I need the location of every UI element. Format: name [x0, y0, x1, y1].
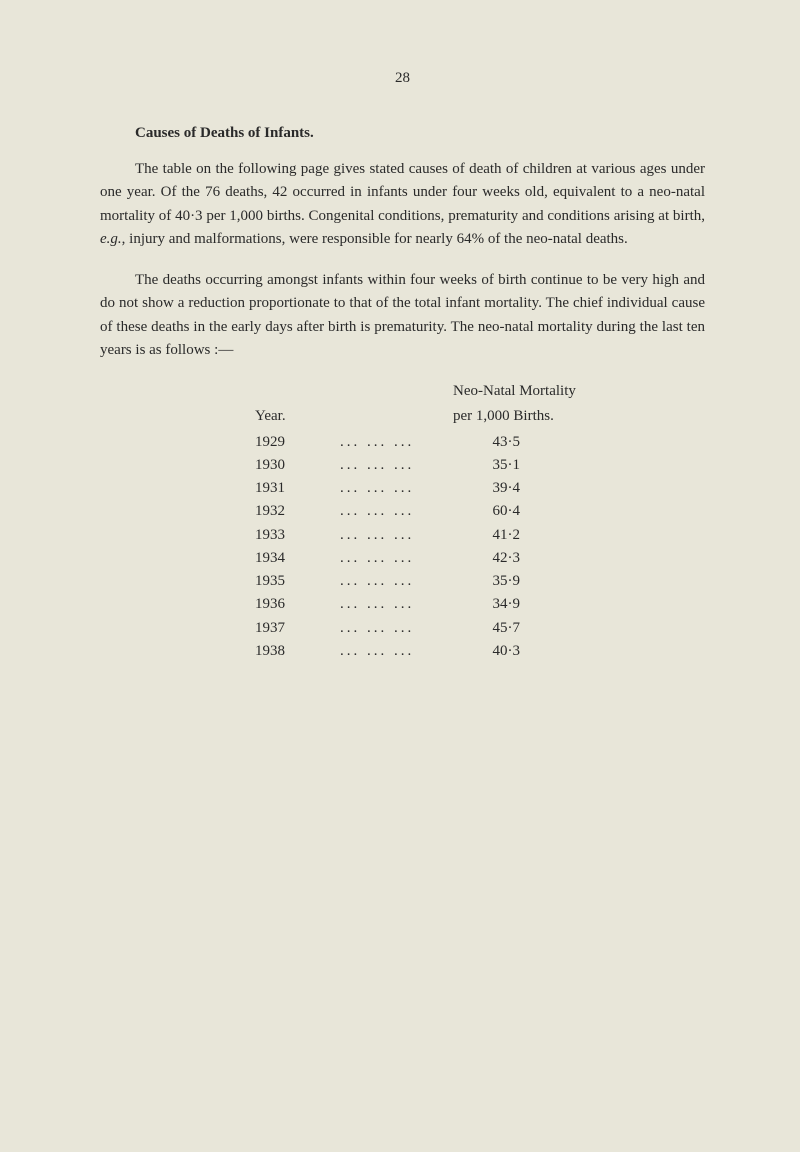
row-dots: ... ... ... — [315, 454, 460, 477]
row-year: 1936 — [255, 593, 315, 616]
table-row: 1932... ... ...60·4 — [255, 500, 705, 523]
row-year: 1937 — [255, 617, 315, 640]
table-header: Neo-Natal Mortality — [255, 380, 705, 403]
row-year: 1929 — [255, 431, 315, 454]
table-row: 1936... ... ...34·9 — [255, 593, 705, 616]
page-number: 28 — [100, 70, 705, 87]
row-dots: ... ... ... — [315, 547, 460, 570]
table-row: 1933... ... ...41·2 — [255, 524, 705, 547]
row-value: 43·5 — [460, 431, 520, 454]
row-value: 34·9 — [460, 593, 520, 616]
row-dots: ... ... ... — [315, 500, 460, 523]
row-value: 40·3 — [460, 640, 520, 663]
row-year: 1931 — [255, 477, 315, 500]
row-dots: ... ... ... — [315, 431, 460, 454]
header-mortality-line1: Neo-Natal Mortality — [453, 380, 576, 403]
table-header-2: Year. per 1,000 Births. — [255, 405, 705, 428]
table-row: 1929... ... ...43·5 — [255, 431, 705, 454]
row-dots: ... ... ... — [315, 593, 460, 616]
row-dots: ... ... ... — [315, 524, 460, 547]
paragraph-2: The deaths occurring amongst infants wit… — [100, 269, 705, 362]
table-row: 1935... ... ...35·9 — [255, 570, 705, 593]
header-mortality-line2: per 1,000 Births. — [453, 405, 554, 428]
row-value: 42·3 — [460, 547, 520, 570]
row-value: 60·4 — [460, 500, 520, 523]
row-year: 1934 — [255, 547, 315, 570]
row-dots: ... ... ... — [315, 570, 460, 593]
section-title: Causes of Deaths of Infants. — [100, 125, 705, 142]
paragraph-1-part2: , injury and malformations, were respons… — [122, 231, 628, 247]
row-dots: ... ... ... — [315, 477, 460, 500]
paragraph-1-italic: e.g. — [100, 231, 122, 247]
row-value: 39·4 — [460, 477, 520, 500]
row-year: 1938 — [255, 640, 315, 663]
row-year: 1932 — [255, 500, 315, 523]
table-row: 1934... ... ...42·3 — [255, 547, 705, 570]
row-dots: ... ... ... — [315, 640, 460, 663]
row-value: 35·9 — [460, 570, 520, 593]
header-year-label: Year. — [255, 405, 345, 428]
header-mortality-group: Neo-Natal Mortality — [453, 380, 576, 403]
mortality-table: Neo-Natal Mortality Year. per 1,000 Birt… — [255, 380, 705, 663]
paragraph-1-part1: The table on the following page gives st… — [100, 161, 705, 224]
table-row: 1937... ... ...45·7 — [255, 617, 705, 640]
row-value: 41·2 — [460, 524, 520, 547]
row-year: 1930 — [255, 454, 315, 477]
row-dots: ... ... ... — [315, 617, 460, 640]
paragraph-1: The table on the following page gives st… — [100, 158, 705, 251]
row-year: 1933 — [255, 524, 315, 547]
row-year: 1935 — [255, 570, 315, 593]
header-year — [255, 380, 345, 403]
table-row: 1938... ... ...40·3 — [255, 640, 705, 663]
row-value: 35·1 — [460, 454, 520, 477]
table-row: 1931... ... ...39·4 — [255, 477, 705, 500]
header-mortality-group-2: per 1,000 Births. — [453, 405, 554, 428]
row-value: 45·7 — [460, 617, 520, 640]
table-row: 1930... ... ...35·1 — [255, 454, 705, 477]
